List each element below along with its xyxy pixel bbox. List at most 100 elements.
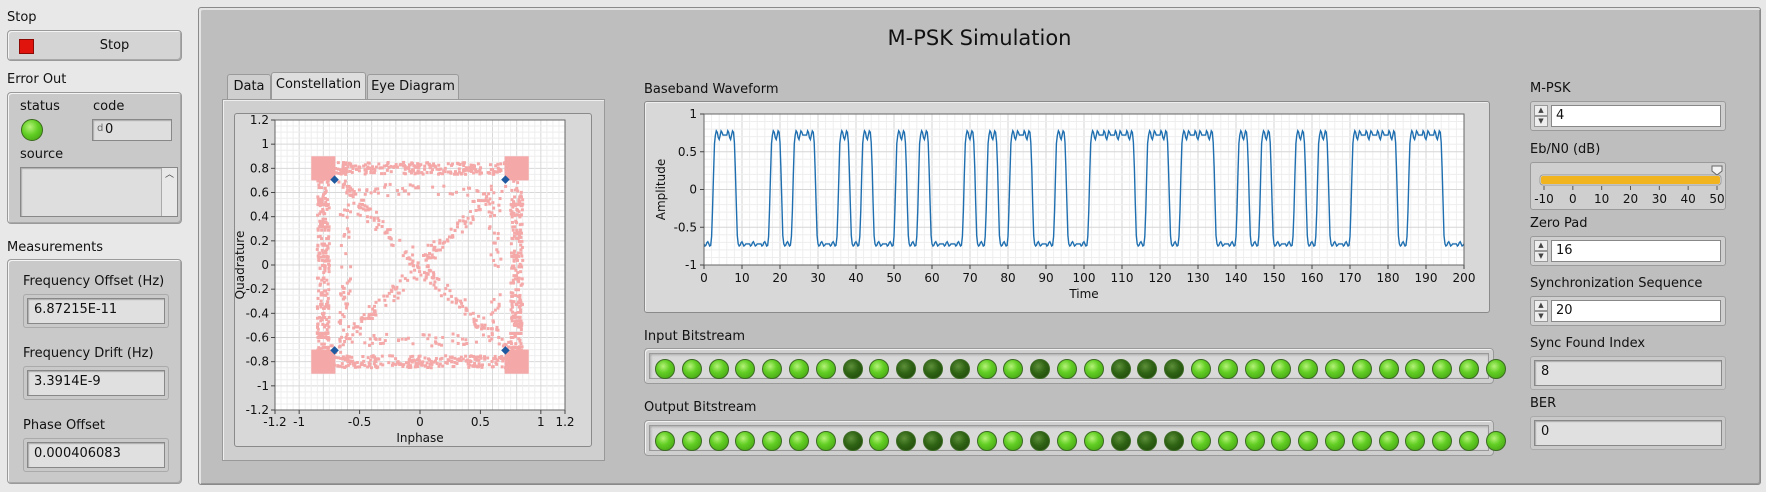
- freq-drift-label: Frequency Drift (Hz): [23, 346, 154, 361]
- waveform-line: [703, 128, 1465, 248]
- source-scrollbar[interactable]: ︿: [161, 168, 177, 216]
- noise-sample: [463, 342, 467, 346]
- noise-sample: [383, 298, 387, 302]
- noise-sample: [509, 335, 513, 339]
- noise-sample: [383, 172, 387, 176]
- noise-sample: [411, 354, 415, 358]
- noise-sample: [518, 323, 522, 327]
- noise-sample: [408, 262, 412, 266]
- zero-pad-input[interactable]: 16: [1551, 240, 1721, 262]
- noise-sample: [471, 311, 475, 315]
- noise-sample: [388, 236, 392, 240]
- slider-handle-icon: [1711, 165, 1723, 176]
- noise-sample: [518, 345, 522, 349]
- bit-led-icon: [1083, 431, 1104, 451]
- bit-led-icon: [1459, 359, 1479, 379]
- noise-sample: [389, 164, 393, 168]
- noise-sample: [320, 180, 324, 184]
- noise-sample: [322, 271, 326, 275]
- measurements-cluster: Frequency Offset (Hz) 6.87215E-11 Freque…: [7, 259, 182, 484]
- noise-sample: [463, 221, 467, 225]
- noise-sample: [456, 358, 460, 362]
- error-out-label: Error Out: [7, 72, 67, 87]
- noise-sample: [517, 288, 521, 292]
- noise-sample: [384, 183, 388, 187]
- noise-sample: [487, 363, 491, 367]
- sync-seq-spinner[interactable]: ▲ ▼: [1534, 300, 1548, 322]
- noise-sample: [323, 264, 327, 268]
- noise-sample: [509, 308, 513, 312]
- noise-sample: [352, 201, 356, 205]
- noise-sample: [464, 308, 468, 312]
- noise-sample: [465, 342, 469, 346]
- noise-sample: [357, 169, 361, 173]
- noise-sample: [513, 214, 517, 218]
- stop-button[interactable]: Stop: [7, 30, 182, 61]
- noise-sample: [449, 227, 453, 231]
- increment-icon[interactable]: ▲: [1534, 240, 1548, 251]
- noise-sample: [388, 354, 392, 358]
- noise-sample: [462, 161, 466, 165]
- noise-sample: [433, 164, 437, 168]
- noise-sample: [363, 317, 367, 321]
- bit-led-icon: [1164, 431, 1185, 451]
- noise-sample: [423, 356, 427, 360]
- decrement-icon[interactable]: ▼: [1534, 116, 1548, 127]
- constellation-graph[interactable]: -1.2 -1 -0.5 0 0.5 1 1.2 1.2 1 0.8 0.6 0.4 0.2 0 -0.2 -…: [235, 114, 593, 448]
- noise-sample: [457, 170, 461, 174]
- noise-sample: [343, 233, 347, 237]
- decrement-icon[interactable]: ▼: [1534, 311, 1548, 322]
- noise-sample: [495, 325, 499, 329]
- noise-sample: [510, 294, 514, 298]
- i32-icon: d: [97, 123, 104, 134]
- noise-sample: [512, 281, 516, 285]
- noise-sample: [432, 283, 436, 287]
- noise-sample: [453, 170, 457, 174]
- ebn0-label: Eb/N0 (dB): [1530, 142, 1601, 157]
- noise-sample: [344, 161, 348, 165]
- noise-sample: [326, 237, 330, 241]
- noise-sample: [375, 225, 379, 229]
- increment-icon[interactable]: ▲: [1534, 105, 1548, 116]
- noise-sample: [316, 322, 320, 326]
- noise-sample: [334, 167, 338, 171]
- noise-sample: [381, 363, 385, 367]
- noise-sample: [374, 337, 378, 341]
- scroll-up-icon[interactable]: ︿: [164, 170, 174, 180]
- increment-icon[interactable]: ▲: [1534, 300, 1548, 311]
- noise-sample: [415, 361, 419, 365]
- noise-sample: [376, 187, 380, 191]
- zero-pad-spinner[interactable]: ▲ ▼: [1534, 240, 1548, 262]
- noise-sample: [423, 167, 427, 171]
- noise-sample: [383, 231, 387, 235]
- sync-seq-input[interactable]: 20: [1551, 300, 1721, 322]
- mpsk-input[interactable]: 4: [1551, 105, 1721, 127]
- ebn0-slider-track[interactable]: -10 0 10 20 30 40 50: [1531, 163, 1727, 211]
- bit-led-icon: [681, 431, 702, 451]
- noise-sample: [363, 363, 367, 367]
- noise-sample: [358, 206, 362, 210]
- mpsk-spinner[interactable]: ▲ ▼: [1534, 105, 1548, 127]
- noise-sample: [358, 326, 362, 330]
- noise-sample: [473, 361, 477, 365]
- decrement-icon[interactable]: ▼: [1534, 251, 1548, 262]
- noise-sample: [493, 308, 497, 312]
- noise-sample: [510, 300, 514, 304]
- noise-sample: [406, 365, 410, 369]
- noise-sample: [381, 341, 385, 345]
- tab-constellation[interactable]: Constellation: [271, 72, 366, 100]
- noise-sample: [497, 335, 501, 339]
- waveform-graph[interactable]: 0 10 20 30 40 50 60 70 80 90 100 110 120 130 140 150 160…: [645, 102, 1491, 314]
- noise-sample: [521, 258, 525, 262]
- tab-data[interactable]: Data: [227, 74, 271, 100]
- noise-sample: [316, 327, 320, 331]
- noise-sample: [513, 335, 517, 339]
- noise-sample: [377, 298, 381, 302]
- noise-sample: [437, 163, 441, 167]
- noise-sample: [441, 335, 445, 339]
- tab-eye-diagram[interactable]: Eye Diagram: [367, 74, 459, 100]
- noise-sample: [380, 166, 384, 170]
- noise-sample: [367, 364, 371, 368]
- noise-sample: [319, 305, 323, 309]
- noise-sample: [407, 363, 411, 367]
